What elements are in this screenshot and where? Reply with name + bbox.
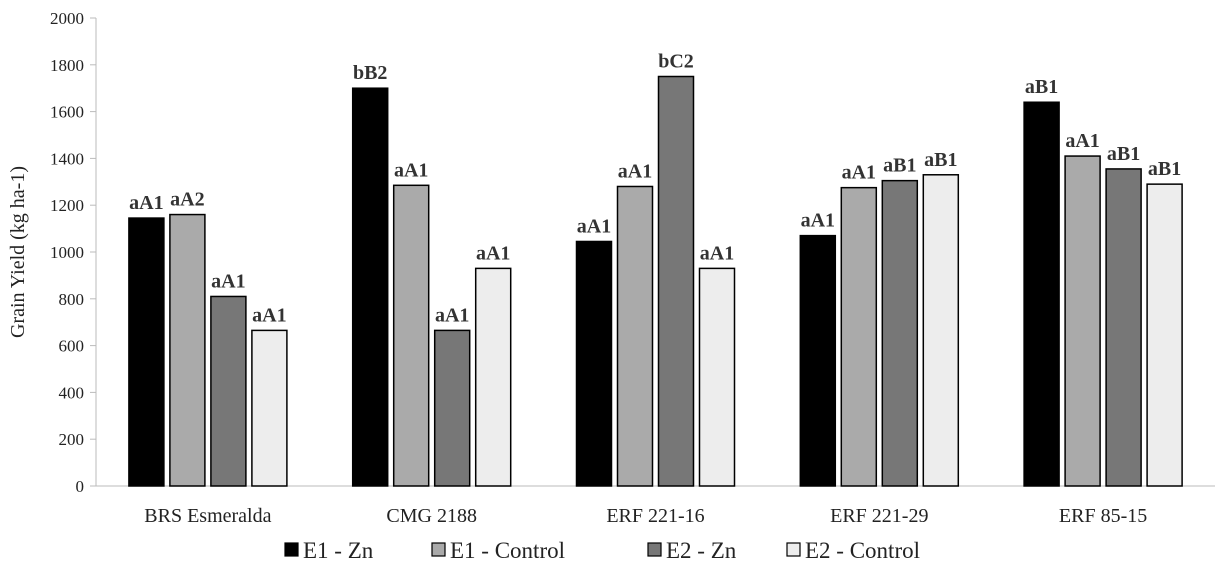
x-category-label: CMG 2188 (386, 505, 477, 527)
legend-swatch (647, 542, 662, 557)
bar-data-label: aA1 (801, 210, 835, 232)
legend-label: E1 - Control (450, 538, 565, 563)
bar-e2-zn-1 (433, 329, 471, 487)
y-tick-label: 400 (59, 383, 85, 402)
bar-e2-zn-4 (1105, 168, 1142, 487)
bar-data-label: aA1 (618, 160, 652, 182)
legend: E1 - Zn E1 - Control E2 - Zn E2 - Control (284, 538, 920, 563)
bar-e1-control-1 (392, 184, 430, 487)
bar-e2-control-1 (474, 267, 512, 487)
bar-e2-zn-3 (881, 179, 919, 487)
bar-data-label: bB2 (353, 62, 387, 84)
bar-e2-zn-0 (210, 295, 247, 487)
bar-series (128, 75, 1183, 487)
legend-item: E1 - Control (431, 538, 565, 563)
y-tick-label: 1000 (50, 243, 84, 262)
bar-e2-zn-2 (657, 75, 695, 487)
bar-e2-control-3 (922, 174, 960, 487)
bar-data-label: aB1 (924, 149, 957, 171)
bar-e1-zn-2 (575, 240, 613, 487)
y-tick-label: 200 (59, 430, 85, 449)
bar-data-label: aB1 (1107, 143, 1140, 165)
legend-swatch (786, 542, 801, 557)
x-axis: BRS Esmeralda CMG 2188 ERF 221-16 ERF 221-2… (96, 485, 1215, 527)
bar-data-label: aA1 (476, 242, 510, 264)
x-category-label: ERF 221-29 (830, 505, 928, 527)
y-tick-label: 1600 (50, 103, 84, 122)
bar-e2-control-4 (1146, 183, 1183, 487)
data-labels: aA1 aA2 aA1 aA1 bB2 aA1 aA1 aA1 aA1 aA1 bC2 aA1 aA1 a… (129, 51, 1181, 327)
y-tick-label: 2000 (50, 9, 84, 28)
y-axis: 0 200 400 600 800 1000 1200 1400 1600 1800 2000 (50, 9, 97, 496)
bar-data-label: aA1 (394, 159, 428, 181)
bar-data-label: aA1 (577, 215, 611, 237)
bar-e2-control-2 (698, 267, 736, 487)
bar-e1-control-4 (1064, 155, 1101, 487)
bar-e1-control-3 (840, 186, 878, 487)
y-axis-title: Grain Yield (kg ha-1) (7, 166, 29, 338)
legend-label: E2 - Control (805, 538, 920, 563)
bar-e1-zn-4 (1023, 101, 1060, 487)
y-tick-label: 1400 (50, 149, 84, 168)
y-tick-label: 800 (59, 290, 85, 309)
legend-label: E1 - Zn (303, 538, 374, 563)
bar-data-label: aA1 (1065, 130, 1099, 152)
x-category-label: ERF 85-15 (1059, 505, 1147, 527)
bar-data-label: aA2 (170, 189, 204, 211)
bar-e1-control-2 (616, 185, 654, 487)
y-tick-label: 1800 (50, 56, 84, 75)
bar-data-label: aA1 (252, 304, 286, 326)
bar-e1-control-0 (169, 213, 206, 487)
legend-label: E2 - Zn (666, 538, 737, 563)
bar-data-label: bC2 (658, 51, 694, 73)
bar-data-label: aB1 (1148, 158, 1181, 180)
legend-item: E1 - Zn (284, 538, 374, 563)
y-tick-label: 1200 (50, 196, 84, 215)
x-category-label: ERF 221-16 (606, 505, 704, 527)
y-tick-label: 600 (59, 337, 85, 356)
bar-e2-control-0 (251, 329, 288, 487)
bar-e1-zn-0 (128, 217, 165, 487)
bar-data-label: aA1 (129, 192, 163, 214)
bar-data-label: aA1 (842, 162, 876, 184)
bar-data-label: aB1 (883, 155, 916, 177)
legend-swatch (284, 542, 299, 557)
legend-item: E2 - Control (786, 538, 920, 563)
legend-swatch (431, 542, 446, 557)
x-category-label: BRS Esmeralda (144, 505, 271, 527)
y-tick-label: 0 (76, 477, 85, 496)
bar-data-label: aB1 (1025, 76, 1058, 98)
bar-data-label: aA1 (211, 270, 245, 292)
bar-e1-zn-1 (351, 87, 389, 487)
bar-data-label: aA1 (700, 242, 734, 264)
bar-e1-zn-3 (799, 234, 837, 487)
bar-data-label: aA1 (435, 304, 469, 326)
legend-item: E2 - Zn (647, 538, 737, 563)
